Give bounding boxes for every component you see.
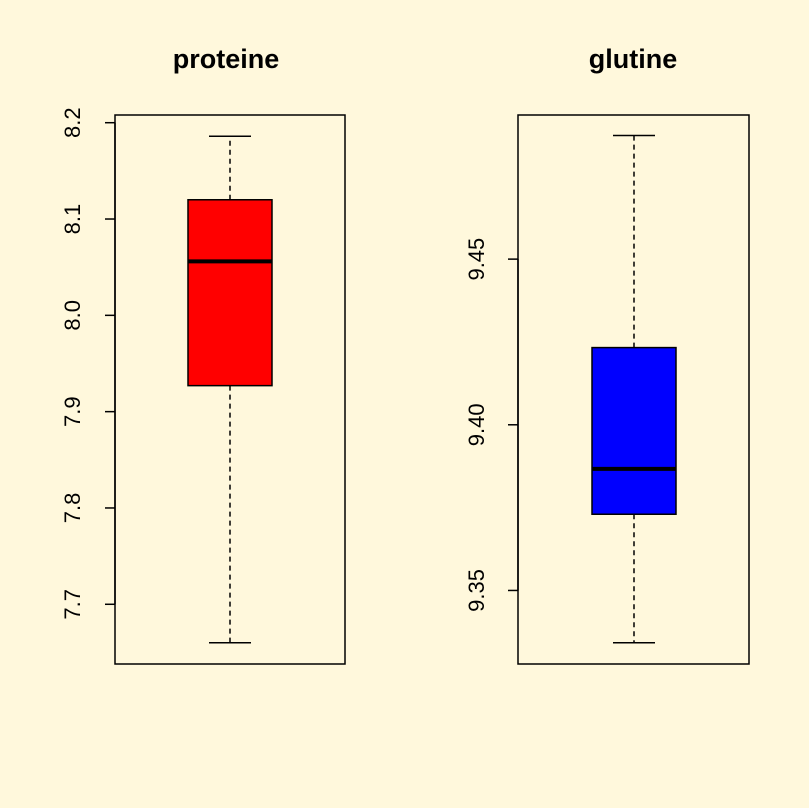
y-axis: 9.35 9.40 9.45	[464, 238, 519, 612]
y-tick-label: 9.40	[464, 403, 489, 446]
iqr-box	[591, 346, 677, 515]
chart-title: proteine	[173, 44, 280, 74]
panel-proteine: proteine 7.7 7.8 7.9 8.0 8.1 8.2	[60, 44, 346, 665]
y-tick-label: 8.0	[60, 300, 85, 331]
y-tick-label: 8.1	[60, 204, 85, 235]
y-tick-label: 7.9	[60, 396, 85, 427]
y-tick-label: 7.8	[60, 493, 85, 524]
y-tick-label: 8.2	[60, 107, 85, 138]
y-axis: 7.7 7.8 7.9 8.0 8.1 8.2	[60, 107, 116, 620]
y-tick-label: 7.7	[60, 589, 85, 620]
boxplot	[187, 135, 273, 644]
boxplot	[591, 134, 677, 644]
panel-glutine: glutine 9.35 9.40 9.45	[464, 44, 750, 665]
chart-title: glutine	[589, 44, 678, 74]
y-tick-label: 9.35	[464, 569, 489, 612]
iqr-box	[187, 199, 273, 387]
y-tick-label: 9.45	[464, 238, 489, 281]
